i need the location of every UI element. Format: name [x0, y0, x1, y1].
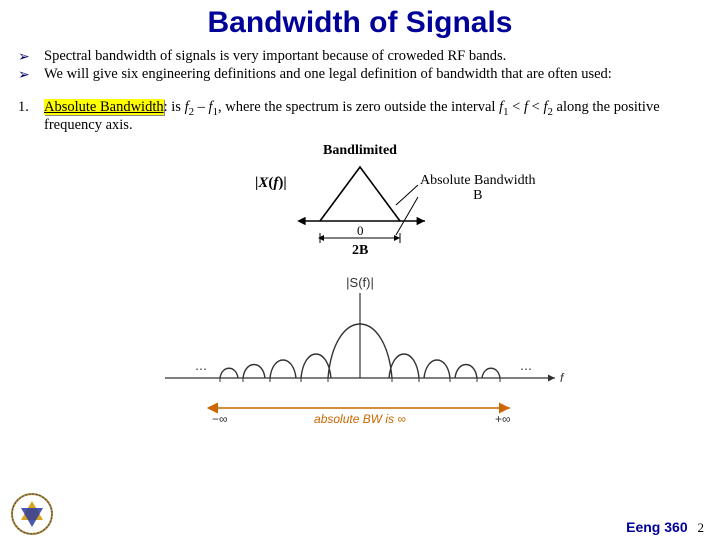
bullet-1: ➢ Spectral bandwidth of signals is very …	[16, 48, 692, 66]
bullet-marker: ➢	[16, 66, 44, 84]
zero-label: 0	[357, 223, 364, 239]
page-number: 2	[698, 520, 705, 535]
item-1-text: Absolute Bandwidth: is f2 – f1, where th…	[44, 99, 692, 134]
bullet-2: ➢ We will give six engineering definitio…	[16, 66, 692, 84]
abs-bw-label: Absolute BandwidthB	[420, 173, 536, 204]
pos-inf: +∞	[495, 412, 511, 426]
bullet-marker: ➢	[16, 48, 44, 66]
dots-right: ⋯	[520, 362, 532, 376]
f-axis-label: f	[560, 371, 565, 385]
neg-inf: −∞	[212, 412, 228, 426]
bandlimited-label: Bandlimited	[0, 143, 720, 159]
xf-label: |X(f)|	[255, 175, 287, 192]
bullet-2-text: We will give six engineering definitions…	[44, 66, 692, 84]
term-highlight: Absolute Bandwidth	[44, 99, 164, 115]
university-logo-icon	[10, 492, 54, 536]
footer: Eeng 360 2	[626, 519, 704, 536]
course-code: Eeng 360	[626, 519, 687, 535]
dots-left: ⋯	[195, 362, 207, 376]
bandlimited-diagram: Bandlimited |X(f)| Absolute BandwidthB 0…	[0, 143, 720, 273]
slide-title: Bandwidth of Signals	[0, 6, 720, 40]
twoB-label: 2B	[352, 243, 368, 259]
numbered-item-1: 1. Absolute Bandwidth: is f2 – f1, where…	[16, 99, 692, 134]
number-marker: 1.	[16, 99, 44, 134]
abs-bw-inf: absolute BW is ∞	[314, 412, 406, 426]
sf-label: |S(f)|	[346, 275, 374, 290]
bullet-1-text: Spectral bandwidth of signals is very im…	[44, 48, 692, 66]
sinc-diagram: |S(f)| f ⋯ ⋯ −∞ +∞ absolute BW is ∞	[0, 273, 720, 443]
bullet-list: ➢ Spectral bandwidth of signals is very …	[16, 48, 692, 135]
